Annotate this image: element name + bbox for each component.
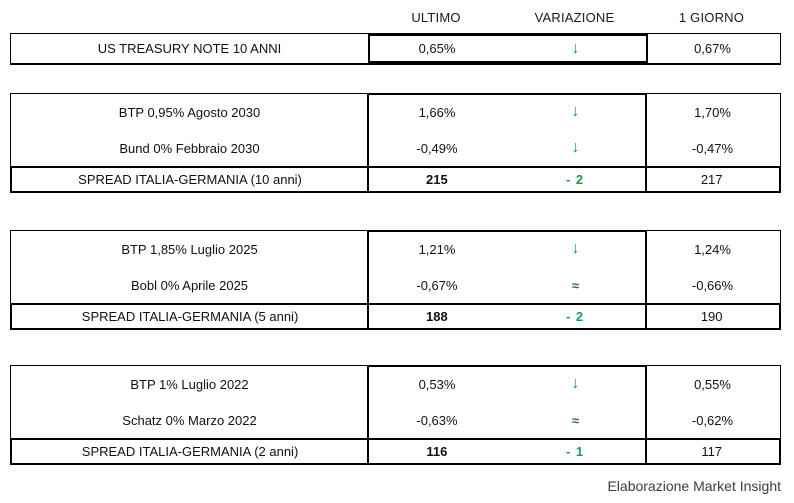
approx-equal-icon: ≈: [571, 277, 580, 293]
instrument-label: Bund 0% Febbraio 2030: [119, 140, 260, 156]
spread-10y-block: BTP 0,95% Agosto 2030 1,66% ↓ 1,70% Bund…: [10, 93, 781, 193]
ultimo-value: -0,49%: [416, 140, 458, 156]
instrument-label: BTP 0,95% Agosto 2030: [118, 104, 261, 120]
variation-cell: ≈: [506, 267, 645, 303]
table-row: Schatz 0% Marzo 2022 -0,63% ≈ -0,62%: [11, 402, 780, 438]
spread-change-value: - 2: [565, 309, 585, 324]
down-arrow-icon: ↓: [571, 139, 580, 156]
down-arrow-icon: ↓: [571, 375, 580, 392]
variation-cell: ≈: [506, 402, 645, 438]
spread-change-value: - 2: [565, 172, 585, 187]
variation-cell: - 1: [506, 440, 645, 463]
ultimo-value: 0,53%: [418, 376, 456, 392]
approx-equal-icon: ≈: [571, 412, 580, 428]
column-header-variazione: VARIAZIONE: [534, 9, 615, 25]
spread-ultimo-value: 215: [426, 172, 448, 187]
instrument-label: Bobl 0% Aprile 2025: [130, 277, 249, 293]
table-row: Bund 0% Febbraio 2030 -0,49% ↓ -0,47%: [11, 130, 780, 166]
column-header-ultimo: ULTIMO: [411, 9, 461, 25]
instrument-label: US TREASURY NOTE 10 ANNI: [97, 41, 282, 56]
spread-row: SPREAD ITALIA-GERMANIA (10 anni) 215 - 2…: [10, 166, 781, 193]
ultimo-value: -0,67%: [416, 277, 458, 293]
instrument-label: BTP 1,85% Luglio 2025: [121, 241, 258, 257]
down-arrow-icon: ↓: [571, 39, 580, 57]
variation-cell: ↓: [506, 130, 645, 166]
ultimo-value: -0,63%: [416, 412, 458, 428]
giorno-value: -0,66%: [691, 277, 734, 293]
table-row: Bobl 0% Aprile 2025 -0,67% ≈ -0,66%: [11, 267, 780, 303]
variation-cell: ↓: [506, 34, 645, 63]
spread-5y-block: BTP 1,85% Luglio 2025 1,21% ↓ 1,24% Bobl…: [10, 230, 781, 330]
spread-row: SPREAD ITALIA-GERMANIA (5 anni) 188 - 2 …: [10, 303, 781, 330]
down-arrow-icon: ↓: [571, 240, 580, 257]
variation-cell: - 2: [506, 168, 645, 191]
variation-cell: ↓: [506, 366, 645, 402]
variation-cell: ↓: [506, 94, 645, 130]
giorno-value: -0,62%: [691, 412, 734, 428]
giorno-value: 0,55%: [694, 376, 731, 392]
spread-label: SPREAD ITALIA-GERMANIA (10 anni): [78, 172, 302, 187]
column-header-1giorno: 1 GIORNO: [678, 9, 745, 25]
down-arrow-icon: ↓: [571, 103, 580, 120]
bond-rows: BTP 0,95% Agosto 2030 1,66% ↓ 1,70% Bund…: [10, 93, 781, 166]
spread-giorno-value: 117: [701, 444, 723, 459]
spread-ultimo-value: 188: [426, 309, 448, 324]
table-row: BTP 1,85% Luglio 2025 1,21% ↓ 1,24%: [11, 231, 780, 267]
spread-label: SPREAD ITALIA-GERMANIA (5 anni): [81, 309, 299, 324]
spread-change-value: - 1: [565, 444, 585, 459]
spread-2y-block: BTP 1% Luglio 2022 0,53% ↓ 0,55% Schatz …: [10, 365, 781, 465]
bond-rows: BTP 1,85% Luglio 2025 1,21% ↓ 1,24% Bobl…: [10, 230, 781, 303]
giorno-value: -0,47%: [691, 140, 734, 156]
ultimo-value: 1,21%: [418, 241, 456, 257]
header-spacer: [10, 8, 367, 26]
spread-ultimo-value: 116: [426, 444, 448, 459]
giorno-value: 0,67%: [694, 41, 731, 56]
spread-label: SPREAD ITALIA-GERMANIA (2 anni): [81, 444, 299, 459]
instrument-label: BTP 1% Luglio 2022: [130, 376, 249, 392]
us-treasury-block: US TREASURY NOTE 10 ANNI 0,65% ↓ 0,67%: [10, 33, 781, 65]
bond-rows: BTP 1% Luglio 2022 0,53% ↓ 0,55% Schatz …: [10, 365, 781, 438]
table-row: BTP 0,95% Agosto 2030 1,66% ↓ 1,70%: [11, 94, 780, 130]
variation-cell: ↓: [506, 231, 645, 267]
giorno-value: 1,24%: [694, 241, 731, 257]
table-row: US TREASURY NOTE 10 ANNI 0,65% ↓ 0,67%: [11, 34, 780, 63]
ultimo-value: 0,65%: [418, 41, 456, 56]
ultimo-value: 1,66%: [418, 104, 456, 120]
bond-yields-table: ULTIMO VARIAZIONE 1 GIORNO US TREASURY N…: [10, 8, 781, 465]
table-header-row: ULTIMO VARIAZIONE 1 GIORNO: [10, 8, 781, 26]
table-row: BTP 1% Luglio 2022 0,53% ↓ 0,55%: [11, 366, 780, 402]
instrument-label: Schatz 0% Marzo 2022: [122, 412, 257, 428]
variation-cell: - 2: [506, 305, 645, 328]
source-credit: Elaborazione Market Insight: [607, 478, 781, 494]
spread-giorno-value: 190: [700, 309, 723, 324]
spread-row: SPREAD ITALIA-GERMANIA (2 anni) 116 - 1 …: [10, 438, 781, 465]
giorno-value: 1,70%: [694, 104, 731, 120]
spread-giorno-value: 217: [700, 172, 723, 187]
